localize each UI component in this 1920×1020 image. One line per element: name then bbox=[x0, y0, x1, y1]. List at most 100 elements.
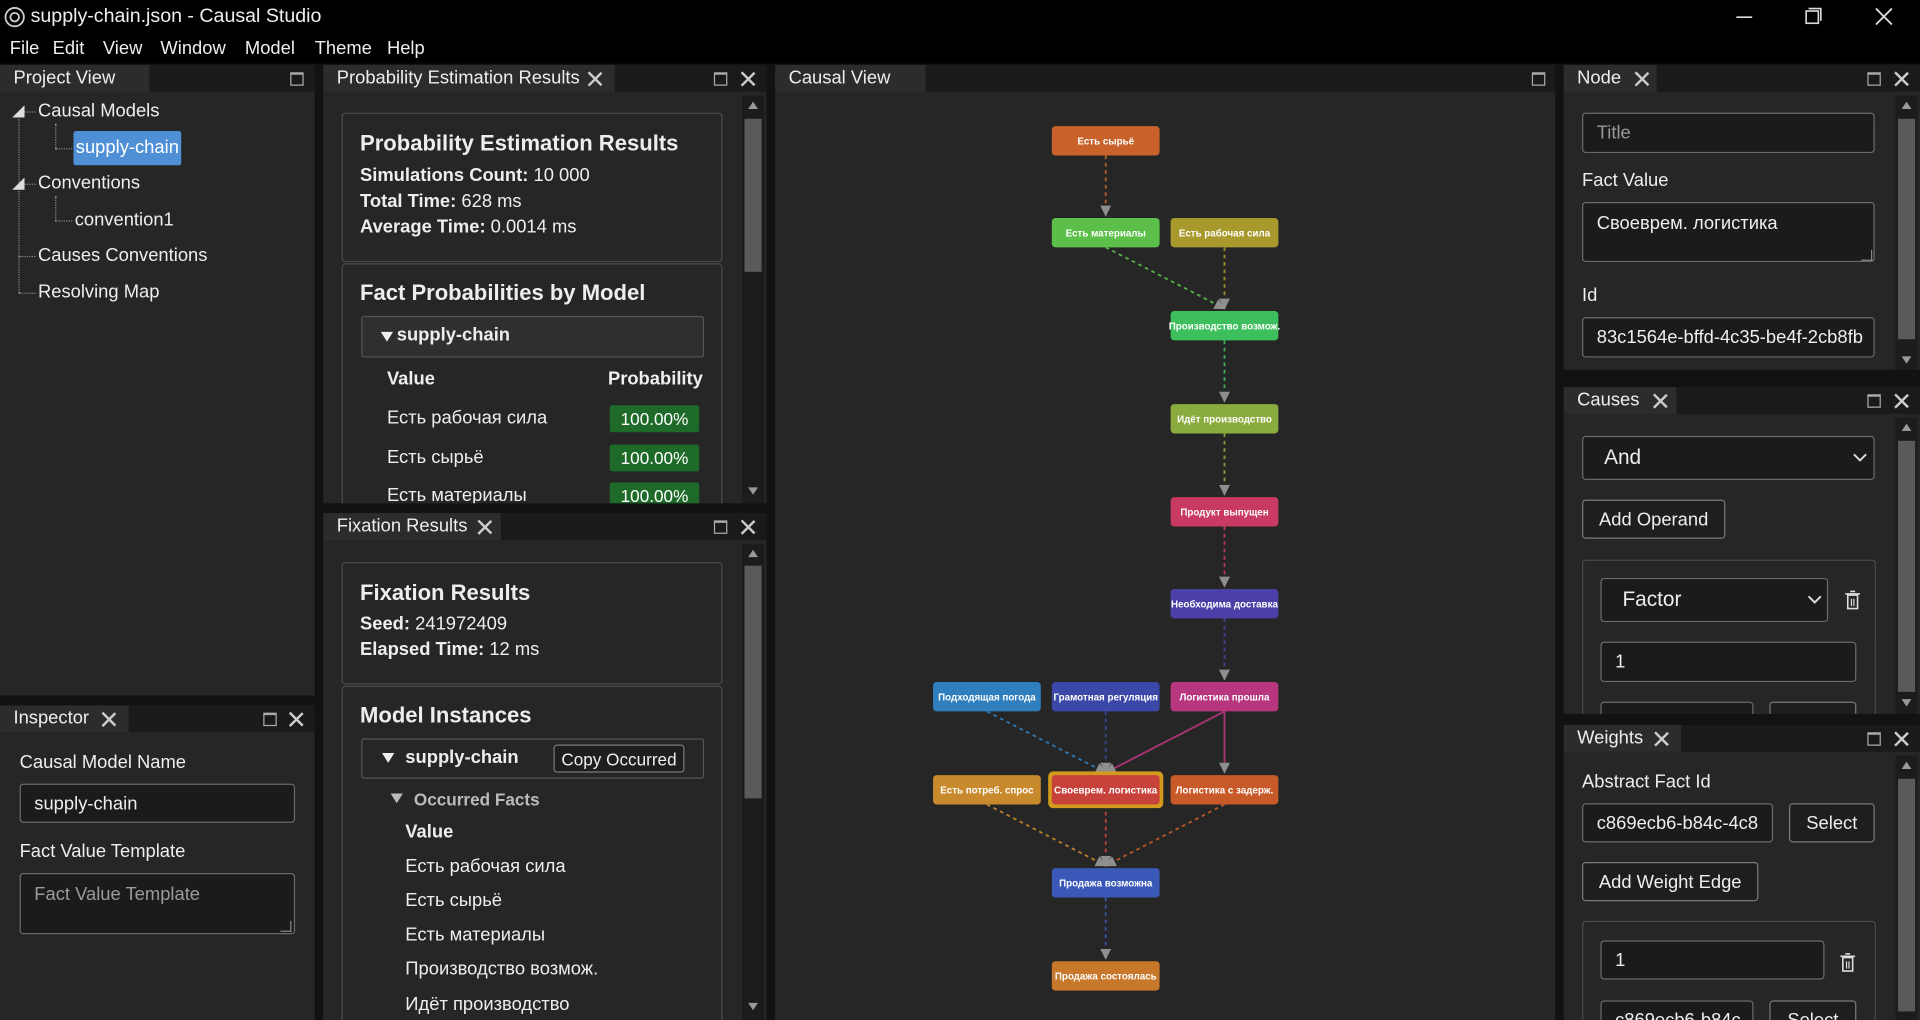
graph-node[interactable] bbox=[1051, 217, 1160, 248]
graph-node[interactable] bbox=[1170, 311, 1279, 341]
menu-item[interactable]: Window bbox=[160, 37, 226, 59]
close-panel[interactable] bbox=[1894, 71, 1909, 86]
graph-node[interactable] bbox=[1051, 868, 1160, 898]
graph-node[interactable] bbox=[1170, 775, 1279, 805]
graph-node[interactable] bbox=[1051, 961, 1160, 991]
text-area[interactable]: Fact Value Template bbox=[19, 873, 296, 935]
close-panel[interactable] bbox=[741, 71, 756, 86]
node-label: Продажа возможна bbox=[1059, 879, 1153, 890]
scrollbar[interactable] bbox=[742, 95, 765, 504]
operand-id-input[interactable] bbox=[1600, 701, 1754, 714]
close-panel[interactable] bbox=[741, 519, 756, 534]
close-tab[interactable] bbox=[1635, 71, 1650, 86]
model-expander[interactable] bbox=[361, 315, 705, 358]
fact-value-input[interactable]: Своеврем. логистика bbox=[1582, 202, 1875, 263]
select-button[interactable] bbox=[1769, 701, 1857, 714]
probability-badge: 100.00% bbox=[609, 405, 700, 433]
select-button[interactable]: Select bbox=[1769, 1000, 1857, 1020]
menu-item[interactable]: Theme bbox=[314, 37, 372, 59]
tree-line bbox=[55, 195, 57, 221]
title-input[interactable]: Title bbox=[1582, 112, 1875, 154]
menu-item[interactable]: File bbox=[9, 37, 40, 59]
panel-tab[interactable]: Causal View bbox=[775, 64, 926, 92]
close-panel[interactable] bbox=[1894, 731, 1909, 746]
add-operand-button[interactable]: Add Operand bbox=[1582, 499, 1726, 539]
graph-edge bbox=[1104, 710, 1225, 774]
panel-tab[interactable]: Inspector bbox=[0, 705, 129, 733]
tree-item[interactable]: convention1 bbox=[74, 209, 174, 231]
tree-item[interactable]: Causal Models bbox=[37, 100, 160, 123]
weights-panel: Weights Abstract Fact Id c869ecb6-b84c-4… bbox=[1563, 724, 1920, 1020]
node-label: Логистика с задерж. bbox=[1176, 785, 1274, 796]
node-label: Есть рабочая сила bbox=[1179, 228, 1271, 239]
close-panel[interactable] bbox=[289, 711, 304, 726]
operand-type-select[interactable]: Factor bbox=[1600, 577, 1829, 623]
summary-card bbox=[341, 562, 723, 685]
panel-tab[interactable]: Project View bbox=[0, 64, 150, 92]
tree-item[interactable]: Conventions bbox=[37, 172, 141, 195]
graph-node[interactable] bbox=[1051, 126, 1160, 156]
tree-item[interactable]: Causes Conventions bbox=[37, 244, 208, 267]
graph-node[interactable] bbox=[1170, 682, 1279, 712]
close-tab[interactable] bbox=[588, 71, 603, 86]
close-panel[interactable] bbox=[1894, 393, 1909, 408]
add-weight-edge-button[interactable]: Add Weight Edge bbox=[1582, 862, 1759, 902]
input-value: supply-chain bbox=[34, 792, 138, 814]
fact-id-input[interactable]: c869ecb6-b84c-4c8 bbox=[1582, 803, 1774, 843]
graph-node[interactable] bbox=[1170, 404, 1279, 434]
tree-item[interactable]: Resolving Map bbox=[37, 281, 160, 304]
close-tab[interactable] bbox=[478, 519, 493, 534]
panel-tab[interactable]: Fixation Results bbox=[323, 513, 501, 541]
maximize-button[interactable] bbox=[713, 520, 728, 534]
graph-node[interactable] bbox=[1170, 217, 1279, 248]
maximize-button[interactable] bbox=[1867, 72, 1881, 86]
copy-button[interactable]: Copy Occurred bbox=[553, 744, 685, 773]
scrollbar[interactable] bbox=[742, 543, 765, 1020]
menu-item[interactable]: View bbox=[102, 37, 143, 59]
probability-value: 100.00% bbox=[620, 408, 689, 429]
graph-node[interactable] bbox=[933, 682, 1041, 712]
input-value: c869ecb6-b84c bbox=[1615, 1010, 1741, 1020]
maximize-button[interactable] bbox=[1867, 732, 1881, 746]
maximize-button[interactable] bbox=[1531, 72, 1546, 86]
maximize-button[interactable] bbox=[263, 712, 277, 727]
select-button[interactable]: Select bbox=[1788, 803, 1875, 843]
close-tab[interactable] bbox=[102, 711, 117, 726]
delete-button[interactable] bbox=[1839, 953, 1856, 973]
tab-title: Probability Estimation Results bbox=[336, 67, 580, 89]
graph-node[interactable] bbox=[1051, 775, 1160, 805]
scroll-down bbox=[748, 487, 758, 495]
operator-select[interactable]: And bbox=[1582, 435, 1875, 481]
maximize-button[interactable] bbox=[1867, 394, 1881, 408]
tree-selection bbox=[73, 131, 182, 166]
id-input[interactable]: 83c1564e-bffd-4c35-be4f-2cb8fb bbox=[1582, 317, 1875, 358]
graph-node[interactable] bbox=[1170, 588, 1279, 619]
panel-tab[interactable]: Probability Estimation Results bbox=[323, 64, 615, 92]
expand-icon[interactable] bbox=[11, 104, 26, 119]
scrollbar[interactable] bbox=[1895, 95, 1918, 370]
fact-name: Есть рабочая сила bbox=[386, 407, 548, 429]
tree-line bbox=[18, 118, 20, 293]
edge-fact-input[interactable]: c869ecb6-b84c bbox=[1600, 1000, 1754, 1020]
column-header: Value bbox=[386, 368, 435, 390]
maximize-button[interactable] bbox=[713, 72, 728, 86]
button-label: Select bbox=[1806, 812, 1858, 834]
scrollbar[interactable] bbox=[1895, 417, 1918, 714]
expand-icon[interactable] bbox=[11, 176, 26, 191]
scrollbar[interactable] bbox=[1895, 755, 1918, 1020]
close-tab[interactable] bbox=[1654, 731, 1669, 746]
graph-node[interactable] bbox=[1170, 497, 1279, 527]
menu-item[interactable]: Model bbox=[244, 37, 295, 59]
graph-node[interactable] bbox=[1051, 682, 1160, 712]
close-tab[interactable] bbox=[1653, 393, 1668, 408]
delete-button[interactable] bbox=[1844, 590, 1861, 610]
tree-item[interactable]: supply-chain bbox=[75, 137, 179, 158]
maximize-button[interactable] bbox=[290, 72, 304, 86]
weight-input[interactable]: 1 bbox=[1600, 940, 1825, 980]
text-input[interactable]: supply-chain bbox=[19, 783, 296, 823]
causal-graph: Есть сырьё Есть материалы Есть рабочая сил… bbox=[933, 126, 1280, 991]
operand-value-input[interactable]: 1 bbox=[1600, 641, 1857, 683]
graph-node[interactable] bbox=[933, 775, 1041, 805]
menu-item[interactable]: Help bbox=[386, 37, 425, 59]
menu-item[interactable]: Edit bbox=[52, 37, 85, 59]
